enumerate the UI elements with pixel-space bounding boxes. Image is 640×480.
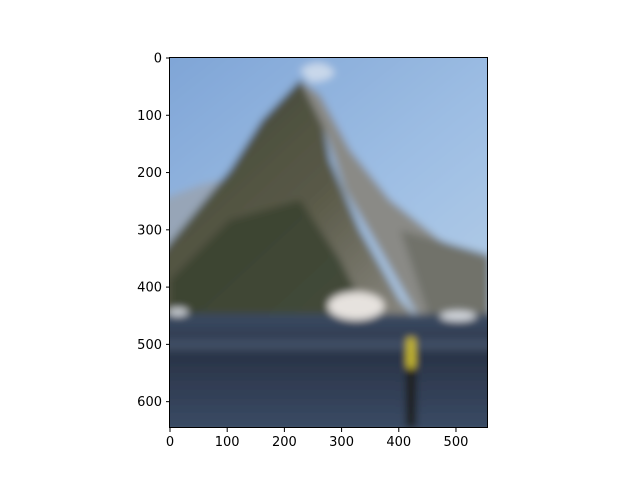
right-slope: [400, 230, 488, 320]
small-boat-left: [170, 308, 188, 316]
x-tick-label: 400: [386, 435, 411, 450]
plot-image: [170, 58, 488, 428]
y-tick-label: 400: [137, 281, 162, 296]
water-highlight: [170, 340, 488, 350]
x-tick-label: 0: [166, 435, 174, 450]
x-axis-ticks: 0 100 200 300 400 500: [166, 428, 469, 450]
marker-post: [406, 340, 416, 428]
small-boat-right: [440, 311, 476, 321]
y-axis-ticks: 0 100 200 300 400 500 600: [137, 52, 170, 410]
axes-frame: [169, 57, 488, 428]
y-tick-label: 600: [137, 395, 162, 410]
marker-post-top: [407, 338, 415, 368]
y-tick-label: 500: [137, 338, 162, 353]
mountain-shadow: [170, 200, 370, 320]
cloud: [300, 62, 335, 82]
x-tick-label: 500: [444, 435, 469, 450]
water-region: [170, 314, 488, 428]
y-tick-label: 0: [154, 52, 162, 67]
y-tick-label: 300: [137, 223, 162, 238]
x-tick-label: 300: [329, 435, 354, 450]
large-boat: [328, 292, 384, 320]
x-tick-label: 200: [272, 435, 297, 450]
y-tick-label: 200: [137, 166, 162, 181]
x-tick-label: 100: [215, 435, 240, 450]
y-tick-label: 100: [137, 109, 162, 124]
